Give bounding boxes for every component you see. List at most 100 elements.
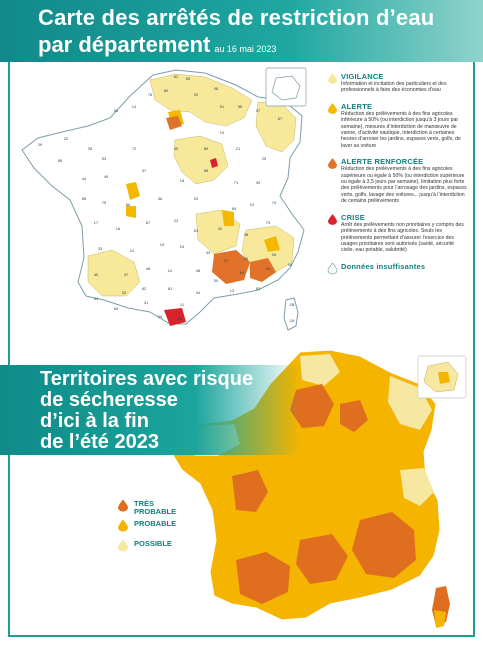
dept-label: 17 [94, 220, 99, 225]
dept-label: 31 [144, 300, 149, 305]
dept-label: 48 [196, 268, 201, 273]
drop-icon [328, 73, 337, 84]
dept-label: 43 [206, 250, 211, 255]
tres-probable-southwest [236, 552, 290, 604]
dept-label: 2B [290, 302, 295, 307]
title-line-2: par département au 16 mai 2023 [38, 32, 276, 58]
dept-label: 51 [220, 104, 225, 109]
tres-probable-center [290, 384, 334, 428]
dept-label: 80 [164, 88, 169, 93]
alerte-zone-5 [264, 236, 280, 252]
dept-label: 21 [236, 146, 241, 151]
dept-label: 55 [238, 104, 243, 109]
title-date: au 16 mai 2023 [214, 44, 277, 54]
legend-label: PROBABLE [134, 519, 177, 528]
legend-item-probable: PROBABLE [118, 519, 177, 540]
legend-title: VIGILANCE [341, 72, 384, 81]
dept-label: 14 [132, 104, 137, 109]
drop-icon [118, 539, 128, 552]
alerte-zone-1 [126, 182, 140, 200]
legend-title: ALERTE RENFORCÉE [341, 157, 424, 167]
dept-label: 53 [102, 156, 107, 161]
drought-title-band [0, 365, 300, 455]
legend-label: POSSIBLE [134, 539, 172, 548]
crise-zone-pyrenees [164, 308, 186, 326]
legend-item-alerte_renforcee: ALERTE RENFORCÉE Réduction des prélèvemen… [328, 157, 468, 204]
dept-label: 65 [114, 306, 119, 311]
vigilance-zone-center [173, 135, 229, 185]
dept-label: 08 [214, 86, 219, 91]
dept-label: 62 [174, 74, 179, 79]
dept-label: 66 [178, 316, 183, 321]
legend-item-alerte: ALERTE Réduction des prélèvements à des f… [328, 102, 468, 149]
paris-inset-shape-map1 [271, 75, 301, 101]
dept-label: 82 [142, 286, 147, 291]
dept-label: 25 [262, 156, 267, 161]
dept-label: 06 [288, 262, 293, 267]
dept-label: 23 [174, 218, 179, 223]
tres-probable-southeast [352, 512, 416, 578]
tres-probable-south [296, 534, 348, 584]
dept-label: 01 [250, 202, 255, 207]
drought-title-line-1: Territoires avec risque [40, 368, 254, 390]
dept-label: 2A [290, 318, 295, 323]
dept-label: 47 [124, 272, 129, 277]
corsica-map1 [283, 297, 299, 331]
dept-label: 58 [204, 168, 209, 173]
dept-label: 07 [224, 258, 229, 263]
dept-label: 74 [272, 200, 277, 205]
corsica-map2-south [434, 610, 446, 628]
vigilance-zone-southwest [87, 249, 141, 297]
dept-label: 44 [82, 176, 87, 181]
dept-label: 26 [244, 256, 249, 261]
dept-label: 86 [126, 202, 131, 207]
title-line-1: Carte des arrêtés de restriction d’eau [38, 5, 435, 30]
dept-label: 73 [266, 220, 271, 225]
dept-label: 03 [194, 196, 199, 201]
dept-label: 79 [102, 200, 107, 205]
dept-label: 87 [146, 220, 151, 225]
legend-description: Réduction des prélèvements à des fins ag… [341, 166, 467, 205]
tres-probable-west [232, 470, 268, 512]
dept-label: 50 [114, 108, 119, 113]
dept-label: 39 [256, 180, 261, 185]
page-frame [8, 8, 475, 637]
legend-description: Information et incitation des particulie… [341, 81, 447, 94]
dept-label: 32 [122, 290, 127, 295]
dept-label: 29 [38, 142, 43, 147]
legend-title: CRISE [341, 212, 365, 222]
legend-label: TRÈS [134, 499, 155, 508]
drop-icon [327, 262, 338, 274]
alerte-renforcee-alsace [166, 116, 182, 130]
dept-label: 15 [180, 244, 185, 249]
dept-label: 19 [160, 242, 165, 247]
alerte-zone-3 [222, 210, 234, 226]
dept-label: 76 [148, 92, 153, 97]
drop-icon [328, 102, 337, 114]
tres-probable-northeast [340, 400, 368, 432]
dept-label: 84 [240, 270, 245, 275]
alerte-renforcee-rhone [212, 250, 250, 284]
dept-label: 72 [132, 146, 137, 151]
dept-label: 83 [256, 286, 261, 291]
legend-item-crise: CRISE Arrêt des prélèvements non priorita… [328, 213, 468, 254]
dept-label: 05 [272, 252, 277, 257]
dept-label: 16 [116, 226, 121, 231]
vigilance-zone-north [149, 73, 253, 127]
dept-label: 30 [214, 278, 219, 283]
alerte-zone-4 [126, 206, 136, 218]
legend-description: Réduction des prélèvements à des fins ag… [341, 110, 461, 149]
drop-icon [118, 499, 128, 512]
title-main: par département [38, 32, 211, 57]
legend-title: Données insuffisantes [341, 261, 426, 271]
dept-label: 45 [174, 146, 179, 151]
dept-label: 89 [204, 146, 209, 151]
alerte-renforcee-provence [250, 258, 276, 282]
dept-label: 09 [158, 314, 163, 319]
dept-label: 56 [58, 158, 63, 163]
header-banner: Carte des arrêtés de restriction d’eau p… [0, 0, 483, 62]
drop-icon [328, 158, 337, 170]
crise-zone-2 [210, 158, 218, 168]
